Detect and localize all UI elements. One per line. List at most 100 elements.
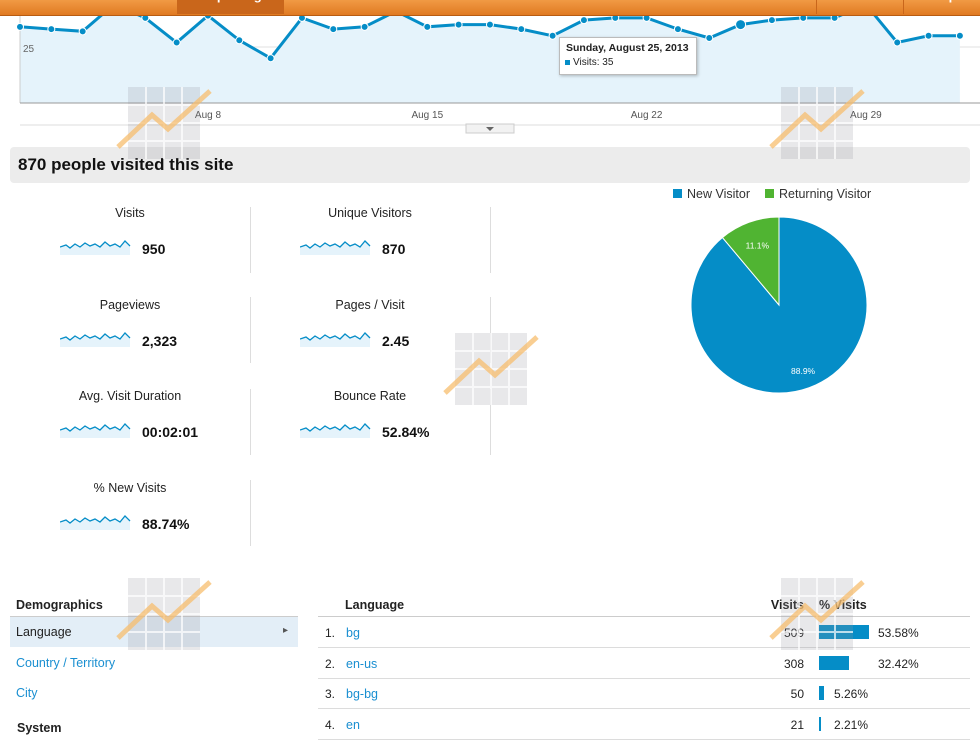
point [235,36,244,45]
point [78,27,87,36]
point [673,25,682,34]
percent-bar [819,716,822,731]
demographics-item[interactable]: Language [16,625,72,639]
sparkline-line [60,240,131,249]
percent-label: 2.21% [834,717,869,732]
point [454,20,463,29]
point [548,31,557,40]
sparkline-line [60,514,131,524]
divider [490,297,491,363]
sparkline-area [60,515,130,530]
sparkline [300,331,371,347]
sparkline [60,514,131,530]
point [423,22,432,31]
pie-slice [721,216,780,307]
pie-slice [690,216,868,394]
sparkline-area [300,241,370,255]
nav-tab[interactable]: Customization [283,0,419,14]
visits: 509 [783,626,804,640]
point [705,34,714,43]
point [47,25,56,34]
metric-label: Avg. Visit Duration [78,389,182,403]
language-link[interactable]: bg [346,626,360,640]
metric-label: Pages / Visit [335,297,405,312]
summary-header: 870 people visited this site [10,147,970,183]
metric-value: 870 [382,241,406,257]
demographics-item[interactable]: City [16,686,38,700]
percent-label: 32.42% [878,656,919,671]
percent-bar [819,625,869,639]
divider [250,480,251,546]
x-tick-label: Aug 15 [411,110,443,121]
metric-value: 2.45 [382,332,410,349]
language-link[interactable]: en-us [346,656,378,671]
point [172,38,181,47]
nav-tab[interactable]: Reporting [177,0,284,14]
point [360,22,369,31]
point [767,16,776,25]
sparkline-line [300,331,371,341]
language-link[interactable]: bg-bg [346,687,378,701]
row-line [318,677,970,679]
metric-value: 2,323 [142,332,178,349]
legend-swatch [673,189,682,198]
system-title: System [17,721,62,735]
point [16,22,24,31]
sparkline-area [60,241,130,255]
sparkline [60,423,131,438]
area [20,4,960,103]
sparkline-area [60,332,130,347]
nav-tab[interactable]: Help [903,0,980,14]
visitor-pie: New Visitor Returning Visitor 88.9% 11.1% [673,187,871,394]
sparkline [60,331,131,347]
point [924,31,933,40]
nav-bar: Reporting Customization Admin Help [0,0,980,16]
visits-chart: 25 Aug 8 Aug 15 Aug 22 Aug 29 [16,0,980,134]
column-header: Visits [770,598,804,612]
visits: 50 [790,687,804,701]
point [579,16,588,25]
sparkline-line [300,423,371,432]
divider [490,389,491,455]
point [735,19,747,31]
point [955,31,964,40]
metric-value: 88.74% [142,515,190,532]
percent-label: 53.58% [878,626,919,640]
row-rank: 2. [325,656,336,671]
column-header: Language [345,598,405,612]
pie-label: 11.1% [746,240,770,250]
x-tick-label: Aug 8 [195,110,222,121]
column-header: % Visits [819,598,867,612]
collapse-arrow [486,127,494,131]
demographics-item[interactable]: Country / Territory [16,655,116,670]
metric-label: Pageviews [99,297,161,312]
metric-label: Unique Visitors [328,206,412,220]
divider [250,389,251,455]
demographics-title: Demographics [16,598,103,612]
visits: 308 [783,656,804,671]
divider [250,207,251,273]
visits: 21 [790,717,804,732]
nav-tab[interactable]: Admin [816,0,904,14]
row-line [318,647,970,648]
sparkline-area [60,424,130,438]
language-link[interactable]: en [346,717,360,732]
sparkline-area [300,332,370,347]
sparkline [300,423,371,438]
sparkline-area [300,424,370,438]
legend-swatch [765,189,774,198]
metric-label: % New Visits [93,480,167,495]
percent-label: 5.26% [834,687,869,701]
percent-bar [819,686,824,700]
row-rank: 1. [325,626,336,640]
pie-label: 88.9% [791,366,816,376]
point [266,54,275,63]
summary-title: 870 people visited this site [18,155,234,174]
metric-value: 52.84% [382,424,430,440]
sparkline-line [60,331,131,341]
row-line [318,616,970,617]
point [329,25,338,34]
tooltip-label: Visits: 35 [573,57,614,68]
row-line [318,738,970,740]
